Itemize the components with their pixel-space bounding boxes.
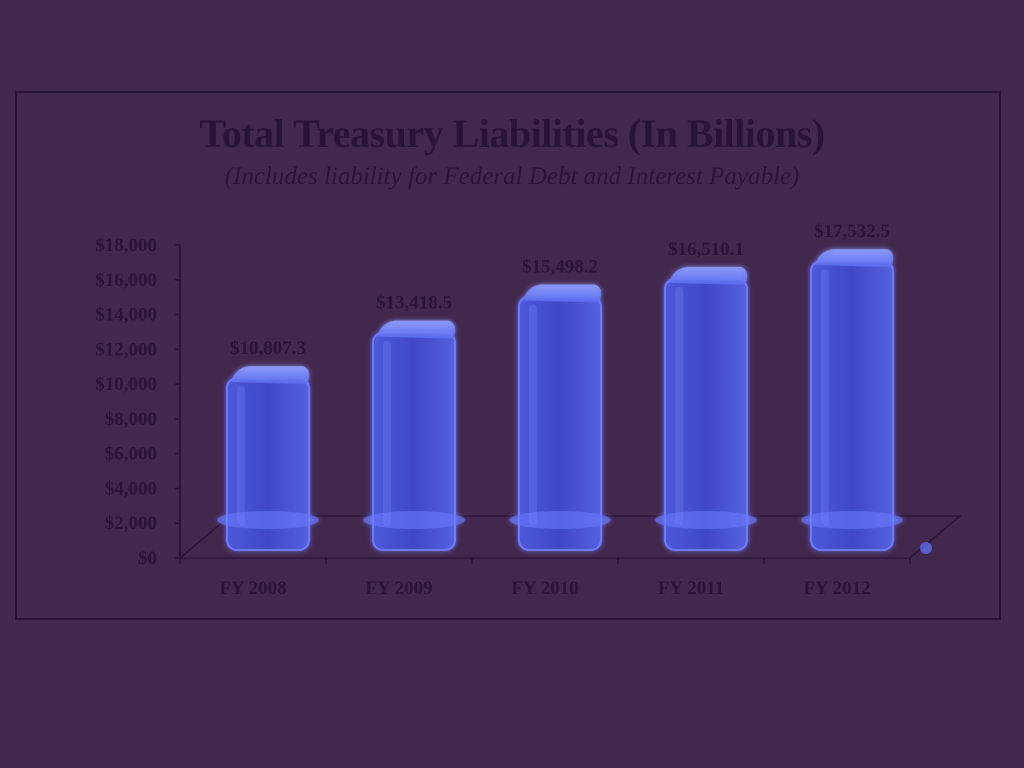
bar: [801, 249, 903, 551]
x-tick-label: FY 2011: [658, 578, 724, 599]
bar-top: [669, 266, 748, 285]
bar-base-glow: [509, 511, 611, 529]
y-tick-label: $12,000: [95, 339, 157, 360]
bar-base-glow: [801, 511, 903, 529]
data-label: $17,532.5: [814, 221, 890, 242]
data-label: $15,498.2: [522, 257, 598, 278]
bar-base-glow: [217, 511, 319, 529]
bar-shine: [675, 286, 683, 526]
x-tick-label: FY 2010: [511, 578, 578, 599]
chart-title: Total Treasury Liabilities (In Billions): [199, 111, 825, 156]
axis-layer: $0 $2,000 $4,000 $6,000 $8,000 $10,000 $12,000…: [95, 235, 963, 569]
bar: [363, 320, 465, 552]
y-tick-label: $10,000: [95, 374, 157, 395]
bar: [655, 266, 757, 551]
y-tick-label: $6,000: [105, 444, 157, 465]
bar: [509, 284, 611, 551]
chart-subtitle: (Includes liability for Federal Debt and…: [224, 163, 800, 190]
bars-layer: [217, 249, 903, 552]
bar: [217, 366, 319, 551]
y-tick-label: $8,000: [105, 409, 157, 430]
y-tick-label: $16,000: [95, 270, 157, 291]
data-label: $16,510.1: [668, 239, 744, 260]
y-tick-label: $2,000: [105, 513, 157, 534]
chart-floor: [177, 515, 963, 559]
bar-shine: [237, 386, 245, 526]
bar-top: [815, 249, 894, 268]
x-tick-label: FY 2009: [365, 578, 432, 599]
y-tick-label: $4,000: [105, 478, 157, 499]
x-tick-label: FY 2008: [219, 578, 286, 599]
bar-base-glow: [655, 511, 757, 529]
bar-top: [377, 320, 456, 339]
bar-shine: [529, 304, 537, 526]
bar-base-glow: [363, 511, 465, 529]
chart-frame: [15, 91, 1001, 620]
labels-layer: $10,807.3 FY 2008 $13,418.5 FY 2009 $15,498.…: [219, 221, 890, 599]
y-tick-label: $0: [138, 548, 157, 569]
data-label: $13,418.5: [376, 293, 452, 314]
bar-top: [523, 284, 602, 303]
y-tick-label: $18,000: [95, 235, 157, 256]
y-tick-label: $14,000: [95, 305, 157, 326]
data-label: $10,807.3: [230, 338, 306, 359]
bar-shine: [821, 269, 829, 526]
floor-marker: [920, 542, 932, 554]
bar-shine: [383, 340, 391, 526]
bar-top: [231, 366, 310, 385]
x-tick-label: FY 2012: [803, 578, 870, 599]
